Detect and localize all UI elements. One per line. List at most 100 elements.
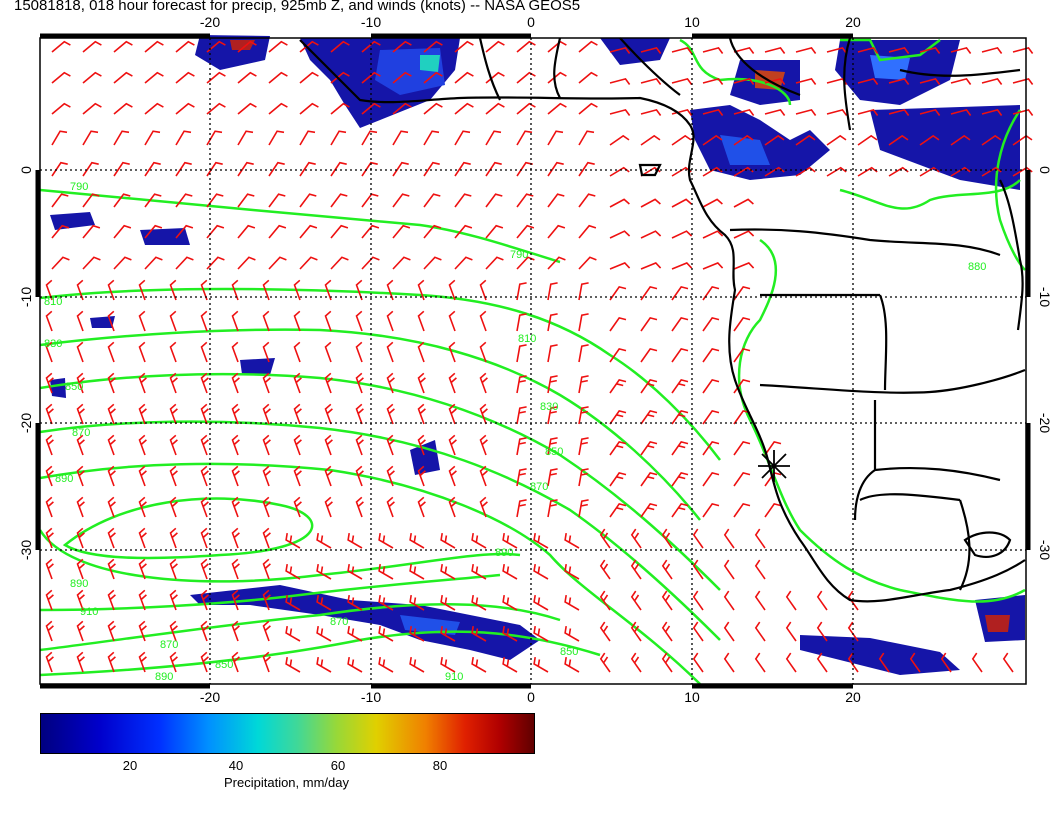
wind-barb (671, 409, 689, 425)
wind-barb (733, 230, 755, 239)
wind-barb (630, 652, 642, 673)
wind-barb (76, 465, 85, 487)
wind-barb (547, 344, 558, 363)
wind-barb (702, 134, 723, 146)
wind-barb (45, 620, 54, 642)
wind-barb (578, 313, 589, 332)
wind-barb (723, 528, 735, 549)
wind-barb (609, 347, 627, 363)
wind-barb (516, 193, 534, 208)
wind-barb (919, 108, 941, 116)
wind-barb (795, 46, 817, 54)
wind-barb (671, 77, 693, 85)
lon-tick-label: 10 (684, 14, 700, 30)
wind-barb (45, 589, 54, 611)
wind-barb (200, 434, 209, 456)
wind-barb (547, 406, 558, 425)
wind-barb (733, 198, 754, 208)
lon-tick-label: 20 (845, 14, 861, 30)
wind-barb (471, 563, 487, 580)
wind-barb (764, 166, 785, 177)
wind-barb (578, 102, 598, 115)
wind-barb (169, 341, 177, 363)
wind-barb (564, 563, 580, 580)
wind-barb (107, 465, 116, 487)
wind-barb (82, 71, 102, 84)
wind-barb (293, 403, 302, 425)
wind-barb (51, 102, 71, 115)
wind-barb (448, 310, 456, 332)
wind-barb (795, 134, 816, 146)
wind-barb (169, 558, 178, 580)
lat-tick-label: -10 (18, 287, 34, 307)
wind-barb (640, 347, 658, 363)
wind-barb (231, 620, 240, 642)
wind-barb (107, 651, 116, 673)
wind-barb (206, 161, 223, 177)
wind-barb (702, 316, 720, 332)
wind-barb (847, 652, 859, 673)
wind-barb (640, 409, 658, 425)
wind-barb (316, 563, 332, 580)
wind-barb (206, 193, 224, 208)
wind-barb (330, 161, 347, 177)
wind-barb (888, 46, 910, 54)
wind-barb (423, 256, 442, 270)
wind-barb (702, 502, 720, 518)
wind-barb (268, 161, 285, 177)
wind-barb (888, 77, 910, 85)
contour-label: 910 (445, 671, 463, 683)
wind-barb (76, 341, 84, 363)
wind-barb (661, 528, 673, 549)
wind-barb (1012, 77, 1034, 85)
wind-barb (107, 527, 116, 549)
wind-barb (609, 166, 630, 177)
wind-barb (578, 224, 597, 239)
wind-barb (733, 108, 755, 116)
wind-barb (107, 279, 115, 301)
wind-barb (578, 282, 589, 301)
wind-barb (113, 71, 133, 84)
wind-barb (485, 224, 504, 239)
wind-barb (169, 651, 178, 673)
wind-barb (547, 224, 566, 239)
wind-barb (82, 193, 100, 208)
wind-barb (661, 559, 673, 580)
wind-barb (609, 230, 631, 239)
contour-label: 870 (160, 639, 178, 651)
wind-barb (516, 437, 527, 456)
wind-barb (479, 372, 488, 394)
wind-barb (347, 563, 363, 580)
wind-barb (609, 77, 631, 85)
wind-barb (409, 625, 425, 642)
wind-barb (485, 161, 502, 177)
precipitation-colorbar (40, 713, 535, 754)
wind-barb (409, 594, 425, 611)
wind-barb (392, 71, 412, 84)
wind-barb (324, 341, 332, 363)
wind-barb (640, 230, 662, 239)
wind-barb (919, 134, 940, 146)
wind-barb (640, 378, 658, 394)
wind-barb (754, 590, 766, 611)
wind-barb (392, 102, 412, 115)
wind-barb (733, 347, 751, 363)
wind-barb (144, 193, 162, 208)
wind-barb (547, 102, 567, 115)
wind-barb (471, 594, 487, 611)
wind-barb (76, 589, 85, 611)
lon-tick-label: 0 (527, 14, 535, 30)
wind-barb (640, 316, 658, 332)
wind-barb (361, 102, 381, 115)
wind-barb (640, 108, 662, 116)
wind-barb (76, 434, 85, 456)
wind-barb (330, 224, 349, 239)
wind-barb (355, 279, 363, 301)
wind-barb (417, 434, 426, 456)
wind-barb (330, 71, 350, 84)
wind-barb (409, 532, 425, 549)
wind-barb (609, 378, 627, 394)
wind-barb (268, 256, 287, 270)
wind-barb (640, 471, 658, 487)
wind-barb (175, 40, 195, 53)
